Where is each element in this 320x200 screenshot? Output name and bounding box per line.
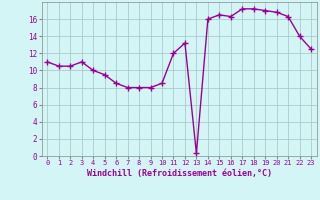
X-axis label: Windchill (Refroidissement éolien,°C): Windchill (Refroidissement éolien,°C) xyxy=(87,169,272,178)
